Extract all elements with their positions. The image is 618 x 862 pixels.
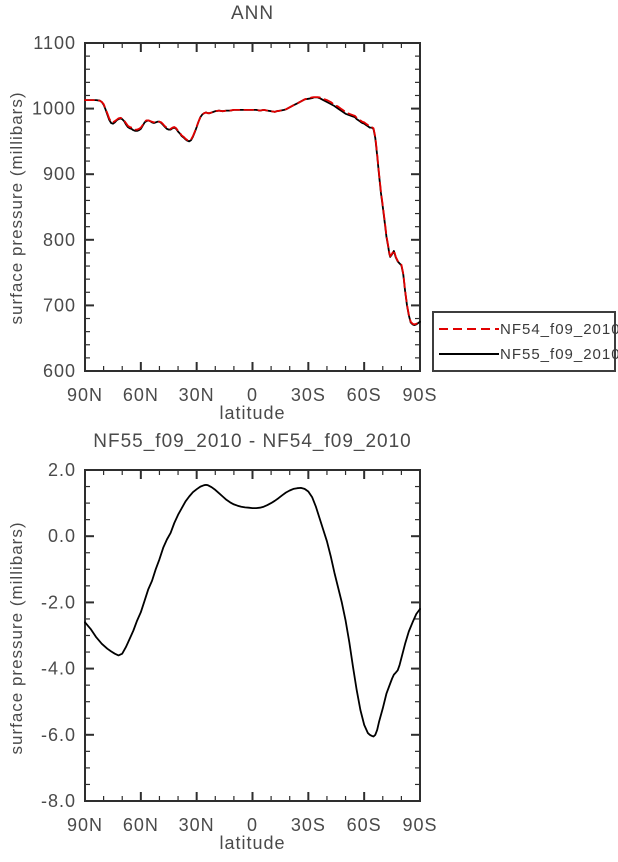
- x-tick-label: 90S: [402, 385, 437, 405]
- legend-box: NF54_f09_2010 NF55_f09_2010: [432, 311, 618, 372]
- x-tick-label: 60S: [347, 815, 382, 835]
- y-tick-label: 2.0: [48, 460, 76, 480]
- x-tick-label: 30S: [291, 815, 326, 835]
- y-tick-label: 700: [43, 295, 76, 315]
- red-dashed-line-swatch: [439, 328, 499, 330]
- y-tick-label: 800: [43, 230, 76, 250]
- bottom-chart-title: NF55_f09_2010 - NF54_f09_2010: [93, 431, 412, 452]
- top-chart-x-axis-label: latitude: [219, 403, 286, 423]
- y-tick-label: 600: [43, 361, 76, 381]
- y-tick-label: 1100: [33, 33, 76, 53]
- y-tick-label: 0.0: [48, 526, 76, 546]
- x-tick-label: 60N: [123, 815, 159, 835]
- legend-entry-nf54: NF54_f09_2010: [439, 319, 618, 339]
- series-line-NF54_f09_2010: [84, 96, 421, 326]
- legend-label: NF54_f09_2010: [500, 320, 618, 338]
- top-chart: 90N 60N 30N 0 30S 60S 90S 1100 1000 900 800 700 600: [32, 33, 437, 405]
- y-tick-label: -6.0: [41, 725, 76, 745]
- x-tick-label: 30S: [291, 385, 326, 405]
- series-line-NF55_f09_2010 - NF54_f09_2010: [84, 484, 421, 738]
- x-tick-label: 30N: [179, 815, 215, 835]
- x-tick-label: 60N: [123, 385, 159, 405]
- y-tick-label: -2.0: [41, 592, 76, 612]
- bottom-chart: 90N 60N 30N 0 30S 60S 90S 2.0 0.0 -2.0 -4.0 -6.0 -8.…: [41, 460, 437, 835]
- x-tick-label: 30N: [179, 385, 215, 405]
- y-tick-label: 1000: [32, 99, 76, 119]
- black-solid-line-swatch: [439, 353, 499, 355]
- x-tick-label: 0: [247, 385, 258, 405]
- top-chart-title: ANN: [230, 3, 275, 24]
- top-chart-y-axis-label: surface pressure (millibars): [7, 91, 26, 325]
- series-line-NF55_f09_2010: [84, 96, 421, 326]
- y-tick-label: -4.0: [41, 659, 76, 679]
- y-tick-label: -8.0: [41, 791, 76, 811]
- bottom-chart-y-axis-label: surface pressure (millibars): [7, 521, 26, 755]
- legend-label: NF55_f09_2010: [500, 345, 618, 363]
- bottom-chart-x-axis-label: latitude: [219, 833, 286, 853]
- x-tick-label: 60S: [347, 385, 382, 405]
- legend-entry-nf55: NF55_f09_2010: [439, 344, 618, 364]
- y-tick-label: 900: [43, 164, 76, 184]
- x-tick-label: 0: [247, 815, 258, 835]
- x-tick-label: 90N: [67, 385, 103, 405]
- x-tick-label: 90S: [402, 815, 437, 835]
- x-tick-label: 90N: [67, 815, 103, 835]
